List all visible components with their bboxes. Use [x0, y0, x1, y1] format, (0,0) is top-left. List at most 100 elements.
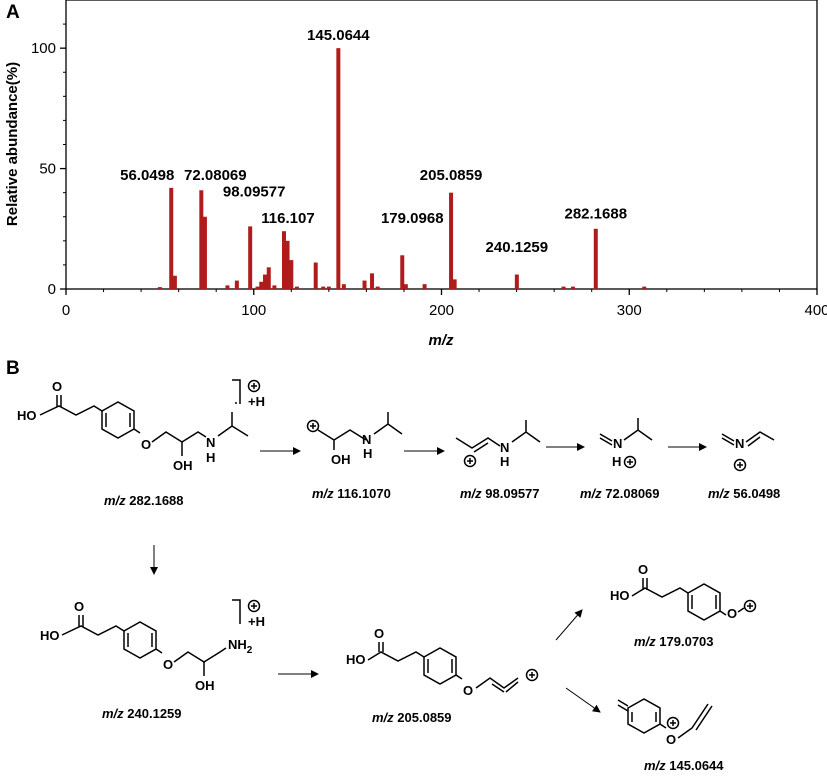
peak-bar	[403, 284, 408, 289]
atom-o: O	[141, 437, 151, 452]
structure-72: N H m/z 72.08069	[580, 418, 660, 501]
structure-205: O HO O m/z 205.0859	[346, 626, 539, 725]
peak-bar	[642, 286, 647, 289]
structure-145: O m/z 145.0644	[617, 698, 724, 773]
panel-b-label: B	[6, 358, 20, 379]
peak-bar	[263, 274, 268, 289]
peak-bar	[561, 286, 566, 289]
atom-nh2: NH2	[228, 637, 253, 656]
structure-56: N m/z 56.0498	[708, 431, 780, 501]
peak-bar	[313, 262, 318, 289]
peak-bar	[593, 228, 598, 289]
peak-bar	[341, 284, 346, 289]
mz-label-98: m/z 98.09577	[460, 486, 540, 501]
atom-oh: OH	[195, 678, 215, 693]
atom-n: N	[206, 435, 215, 450]
peak-label: 56.0498	[120, 167, 174, 184]
structure-116: OH N H m/z 116.1070	[306, 412, 403, 501]
arrow	[555, 609, 583, 641]
peak-bar	[157, 287, 162, 289]
peak-bar	[375, 286, 380, 289]
atom-h: H	[206, 450, 215, 465]
plot-frame	[65, 0, 818, 290]
peak-bar	[255, 286, 260, 289]
y-tick-label: 100	[31, 40, 56, 57]
peak-bar	[400, 255, 405, 289]
mz-label-72: m/z 72.08069	[580, 486, 660, 501]
arrow	[565, 687, 601, 713]
mz-label-56: m/z 56.0498	[708, 486, 780, 501]
y-tick-label: 0	[48, 281, 56, 298]
x-tick-label: 400	[804, 302, 827, 319]
peak-bar	[202, 216, 207, 289]
peak-label: 240.1259	[486, 239, 549, 256]
atom-o: O	[727, 606, 737, 621]
peak-bar	[169, 187, 174, 289]
peak-bar	[234, 280, 239, 289]
atom-o: O	[163, 657, 173, 672]
peak-label: 205.0859	[420, 167, 483, 184]
peak-bar	[570, 286, 575, 289]
y-tick-label: 50	[39, 161, 56, 178]
atom-o: O	[74, 599, 84, 614]
peak-label: 116.107	[261, 210, 314, 227]
mz-label-179: m/z 179.0703	[634, 634, 714, 649]
x-tick-label: 0	[62, 302, 70, 319]
x-tick-label: 300	[617, 302, 642, 319]
atom-plus-h: +H	[248, 614, 265, 629]
mz-label-116: m/z 116.1070	[312, 486, 391, 501]
atom-h: H	[500, 454, 509, 469]
y-axis-title: Relative abundance(%)	[4, 62, 21, 226]
atom-ho: HO	[346, 652, 366, 667]
fragmentation-scheme: O HO O OH N H +H m/z 282.1688 OH N	[17, 379, 780, 773]
atom-n: N	[735, 436, 744, 451]
mz-label-282: m/z 282.1688	[104, 493, 184, 508]
atom-ho: HO	[610, 588, 630, 603]
x-axis-title: m/z	[428, 332, 454, 349]
peak-label: 72.08069	[184, 167, 247, 184]
atom-n: N	[500, 440, 509, 455]
peak-bar	[362, 280, 367, 289]
peak-label: 98.09577	[223, 184, 286, 201]
peak-bar	[294, 286, 299, 289]
atom-n: N	[362, 432, 371, 447]
structure-240: O HO O OH NH2 +H m/z 240.1259	[40, 599, 265, 721]
peak-bar	[422, 284, 427, 289]
peak-bar	[321, 286, 326, 289]
atom-oh: OH	[331, 452, 351, 467]
atom-o: O	[666, 732, 676, 747]
peak-bar	[199, 190, 204, 289]
structure-282: O HO O OH N H +H m/z 282.1688	[17, 379, 265, 508]
x-tick-label: 100	[241, 302, 266, 319]
atom-o: O	[463, 683, 473, 698]
peak-label: 145.0644	[307, 27, 370, 44]
peak-bar	[172, 275, 177, 289]
atom-ho: HO	[17, 408, 37, 423]
peak-bar	[225, 285, 230, 289]
panel-a-label: A	[6, 2, 20, 23]
peak-label: 179.0968	[381, 210, 444, 227]
mass-spectrum-chart: 0 100 200 300 400 0 50 100 145.0644 56.0498 72.0…	[4, 0, 827, 349]
peak-bar	[326, 286, 331, 289]
peak-bar	[452, 279, 457, 289]
peak-bar	[285, 240, 290, 289]
structure-98: N H m/z 98.09577	[455, 420, 541, 501]
structure-179: O HO O m/z 179.0703	[610, 562, 757, 649]
peak-bar	[281, 231, 286, 289]
peak-bar	[248, 226, 253, 289]
atom-oh: OH	[173, 458, 193, 473]
peak-bar	[272, 285, 277, 289]
peak-bar	[449, 192, 454, 289]
peak-bar	[289, 260, 294, 289]
atom-o: O	[52, 379, 62, 394]
atom-plus-h: +H	[248, 394, 265, 409]
mz-label-205: m/z 205.0859	[372, 710, 452, 725]
mz-label-240: m/z 240.1259	[102, 706, 182, 721]
peak-label: 282.1688	[564, 205, 627, 222]
peak-bar	[259, 281, 264, 289]
peak-bar	[266, 267, 271, 289]
peak-bar	[336, 48, 341, 289]
atom-h: H	[612, 454, 621, 469]
atom-o: O	[374, 626, 384, 641]
